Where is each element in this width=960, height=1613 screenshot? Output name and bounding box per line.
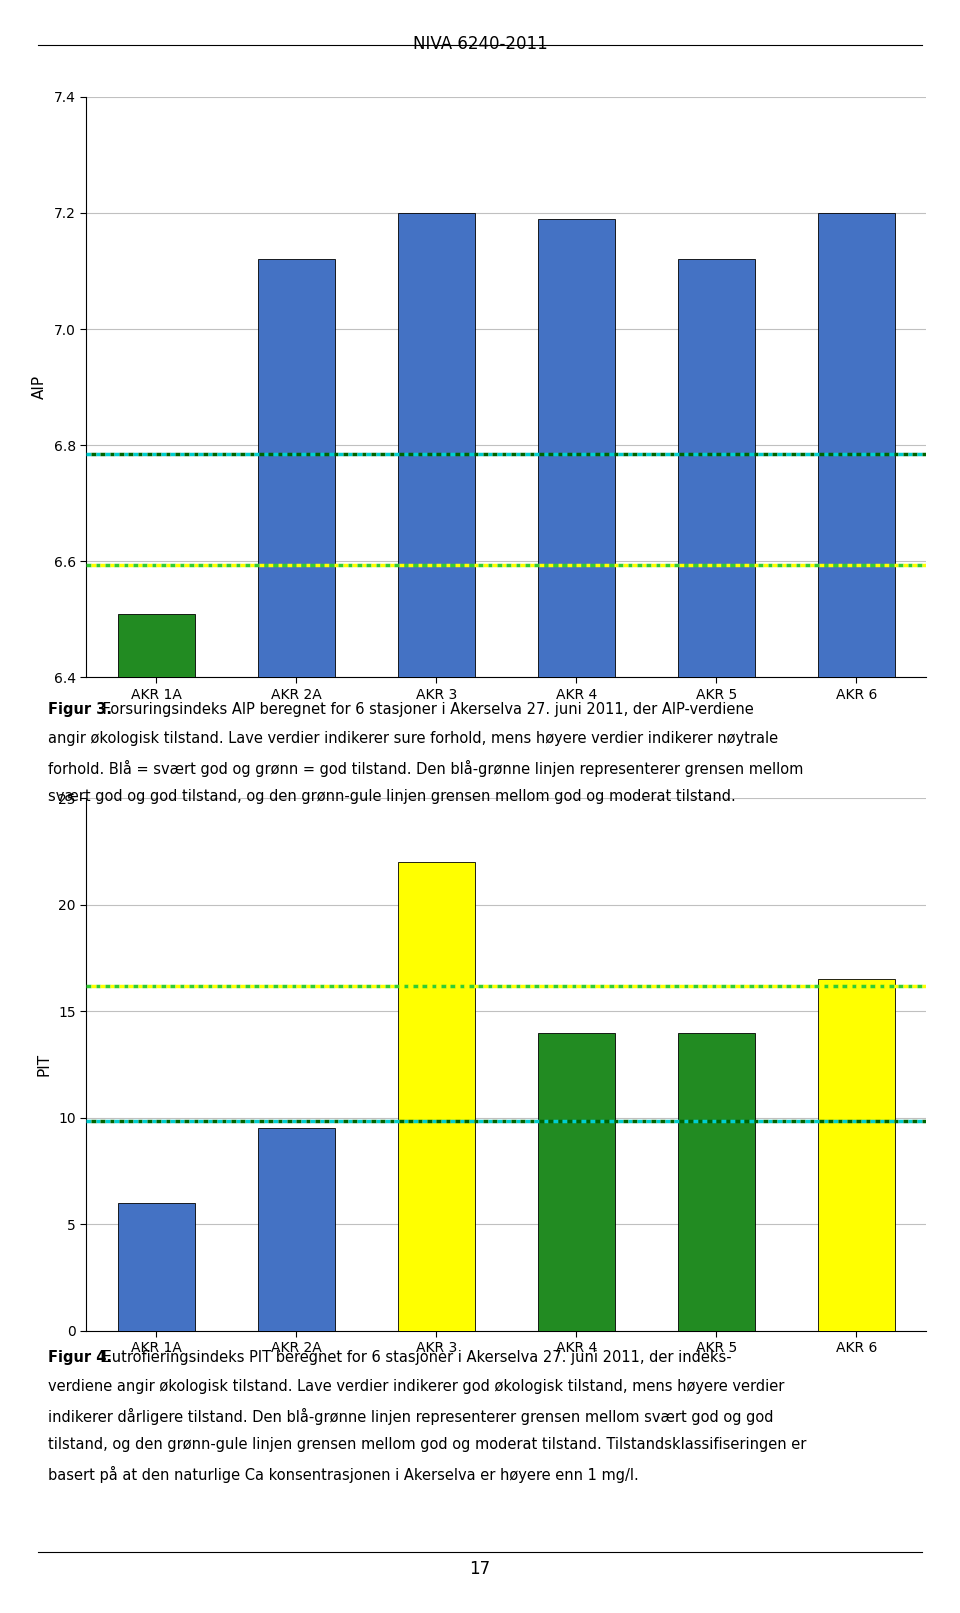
Text: basert på at den naturlige Ca konsentrasjonen i Akerselva er høyere enn 1 mg/l.: basert på at den naturlige Ca konsentras… (48, 1466, 638, 1484)
Bar (118, 613, 195, 677)
Bar (258, 1129, 335, 1331)
Text: 17: 17 (469, 1560, 491, 1578)
Bar (538, 1032, 615, 1331)
Bar (538, 219, 615, 677)
Text: svært god og god tilstand, og den grønn-gule linjen grensen mellom god og modera: svært god og god tilstand, og den grønn-… (48, 789, 735, 803)
Text: NIVA 6240-2011: NIVA 6240-2011 (413, 35, 547, 53)
Bar (818, 979, 895, 1331)
Bar (818, 213, 895, 677)
Text: tilstand, og den grønn-gule linjen grensen mellom god og moderat tilstand. Tilst: tilstand, og den grønn-gule linjen grens… (48, 1437, 806, 1452)
Text: Eutrofieringsindeks PIT beregnet for 6 stasjoner i Akerselva 27. juni 2011, der : Eutrofieringsindeks PIT beregnet for 6 s… (98, 1350, 732, 1365)
Text: Figur 4.: Figur 4. (48, 1350, 112, 1365)
Text: forhold. Blå = svært god og grønn = god tilstand. Den blå-grønne linjen represen: forhold. Blå = svært god og grønn = god … (48, 760, 804, 777)
Text: Figur 3.: Figur 3. (48, 702, 112, 716)
Bar (397, 213, 475, 677)
Text: angir økologisk tilstand. Lave verdier indikerer sure forhold, mens høyere verdi: angir økologisk tilstand. Lave verdier i… (48, 731, 779, 745)
Text: verdiene angir økologisk tilstand. Lave verdier indikerer god økologisk tilstand: verdiene angir økologisk tilstand. Lave … (48, 1379, 784, 1394)
Bar (678, 260, 755, 677)
Text: indikerer dårligere tilstand. Den blå-grønne linjen representerer grensen mellom: indikerer dårligere tilstand. Den blå-gr… (48, 1408, 774, 1426)
Bar (678, 1032, 755, 1331)
Text: Forsuringsindeks AIP beregnet for 6 stasjoner i Akerselva 27. juni 2011, der AIP: Forsuringsindeks AIP beregnet for 6 stas… (98, 702, 754, 716)
Bar (118, 1203, 195, 1331)
Y-axis label: PIT: PIT (36, 1053, 52, 1076)
Bar (397, 863, 475, 1331)
Y-axis label: AIP: AIP (32, 376, 47, 398)
Bar (258, 260, 335, 677)
